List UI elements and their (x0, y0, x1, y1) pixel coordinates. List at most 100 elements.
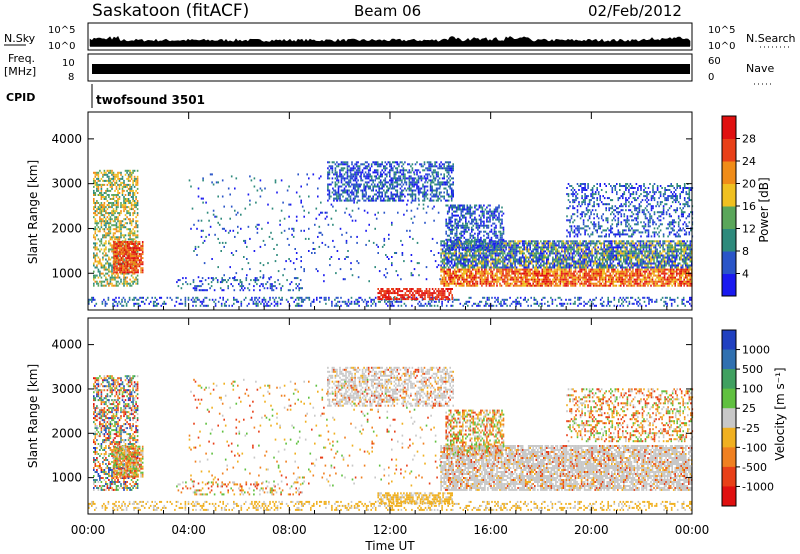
data-cell (105, 222, 107, 225)
data-cell (458, 240, 461, 243)
data-cell (458, 278, 461, 281)
data-cell (132, 192, 134, 194)
data-cell (518, 284, 521, 287)
data-cell (500, 302, 502, 305)
data-cell (532, 266, 534, 269)
data-cell (113, 259, 115, 262)
data-cell (99, 210, 101, 213)
data-cell (537, 266, 539, 269)
data-cell (429, 167, 432, 170)
data-cell (503, 302, 505, 305)
data-cell (564, 274, 566, 277)
data-cell (432, 195, 435, 198)
data-cell (444, 262, 447, 265)
data-cell (450, 187, 453, 190)
data-cell (444, 183, 447, 186)
data-cell (506, 262, 509, 265)
data-cell (112, 298, 114, 301)
data-cell (440, 270, 442, 273)
data-cell (401, 290, 404, 293)
data-cell (239, 285, 242, 288)
data-cell (316, 296, 318, 299)
data-cell (536, 300, 539, 303)
data-cell (116, 271, 118, 274)
data-cell (355, 181, 358, 184)
data-cell (648, 300, 650, 303)
data-cell (132, 179, 134, 182)
data-cell (494, 250, 497, 253)
data-cell (573, 258, 575, 261)
data-cell (547, 250, 550, 253)
data-cell (475, 272, 477, 275)
data-cell (564, 266, 566, 269)
data-cell (493, 264, 495, 267)
data-cell (500, 274, 503, 277)
date-title: 02/Feb/2012 (588, 2, 682, 20)
data-cell (139, 296, 141, 299)
data-cell (524, 264, 527, 267)
data-cell (389, 165, 391, 168)
data-cell (452, 282, 454, 285)
data-cell (540, 274, 542, 277)
data-cell (395, 173, 397, 176)
data-cell (546, 248, 548, 251)
data-cell (409, 292, 411, 295)
data-cell (467, 244, 470, 247)
data-cell (113, 271, 115, 274)
data-cell (556, 304, 558, 307)
data-cell (428, 290, 431, 293)
data-cell (134, 249, 136, 252)
data-cell (390, 181, 393, 184)
data-cell (381, 187, 383, 190)
data-cell (378, 191, 380, 194)
data-cell (115, 238, 118, 241)
data-cell (515, 282, 518, 285)
data-cell (428, 179, 430, 182)
data-cell (379, 300, 381, 303)
data-cell (592, 278, 595, 281)
data-cell (497, 244, 500, 247)
data-cell (126, 267, 129, 270)
data-cell (109, 226, 112, 229)
data-cell (438, 163, 441, 166)
data-cell (126, 271, 129, 274)
data-cell (99, 228, 101, 231)
data-cell (124, 194, 127, 196)
data-cell (368, 296, 371, 299)
data-cell (512, 244, 515, 247)
data-cell (467, 266, 470, 269)
data-cell (573, 266, 575, 269)
data-cell (122, 259, 124, 262)
data-cell (556, 268, 559, 271)
data-cell (529, 252, 531, 255)
data-cell (423, 193, 426, 196)
data-cell (443, 197, 445, 200)
data-cell (396, 169, 399, 172)
data-cell (538, 272, 541, 275)
data-cell (129, 194, 131, 196)
data-cell (124, 222, 127, 225)
data-cell (119, 271, 121, 274)
data-cell (463, 264, 465, 267)
data-cell (117, 263, 120, 266)
data-cell (443, 181, 445, 184)
data-cell (622, 296, 625, 299)
data-cell (263, 287, 266, 290)
data-cell (401, 195, 403, 198)
data-cell (112, 204, 115, 207)
data-cell (340, 185, 343, 188)
data-cell (266, 287, 269, 290)
data-cell (399, 199, 402, 202)
data-cell (544, 240, 547, 243)
data-cell (131, 298, 134, 301)
data-cell (591, 254, 593, 257)
data-cell (488, 268, 491, 271)
data-cell (505, 270, 507, 273)
data-cell (455, 276, 457, 279)
data-cell (580, 264, 583, 267)
data-cell (520, 268, 522, 271)
data-cell (416, 171, 418, 174)
data-cell (422, 195, 424, 198)
data-cell (408, 187, 411, 190)
data-cell (340, 304, 342, 307)
